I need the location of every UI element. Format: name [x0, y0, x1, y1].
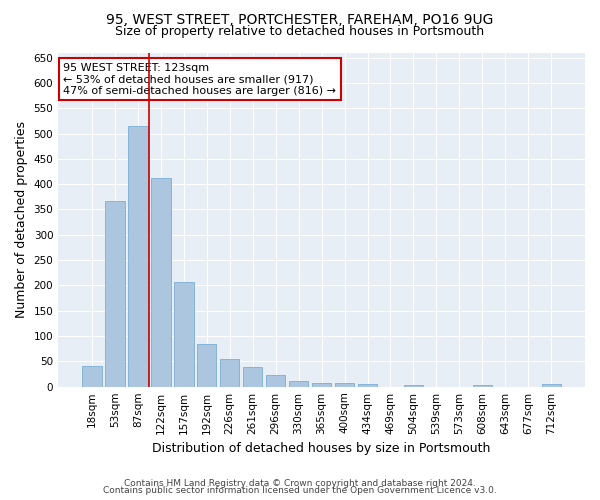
Bar — [542, 384, 561, 386]
Text: 95 WEST STREET: 123sqm
← 53% of detached houses are smaller (917)
47% of semi-de: 95 WEST STREET: 123sqm ← 53% of detached… — [64, 62, 337, 96]
Bar — [404, 385, 423, 386]
Bar — [312, 383, 331, 386]
Text: 95, WEST STREET, PORTCHESTER, FAREHAM, PO16 9UG: 95, WEST STREET, PORTCHESTER, FAREHAM, P… — [106, 12, 494, 26]
Bar — [105, 201, 125, 386]
Text: Size of property relative to detached houses in Portsmouth: Size of property relative to detached ho… — [115, 25, 485, 38]
Bar — [335, 383, 355, 386]
X-axis label: Distribution of detached houses by size in Portsmouth: Distribution of detached houses by size … — [152, 442, 491, 455]
Y-axis label: Number of detached properties: Number of detached properties — [15, 121, 28, 318]
Bar — [128, 126, 148, 386]
Bar — [174, 282, 194, 387]
Bar — [358, 384, 377, 386]
Text: Contains public sector information licensed under the Open Government Licence v3: Contains public sector information licen… — [103, 486, 497, 495]
Bar — [289, 381, 308, 386]
Bar — [243, 368, 262, 386]
Bar — [151, 178, 170, 386]
Bar — [266, 375, 286, 386]
Bar — [473, 384, 492, 386]
Text: Contains HM Land Registry data © Crown copyright and database right 2024.: Contains HM Land Registry data © Crown c… — [124, 478, 476, 488]
Bar — [220, 359, 239, 386]
Bar — [82, 366, 101, 386]
Bar — [197, 344, 217, 386]
